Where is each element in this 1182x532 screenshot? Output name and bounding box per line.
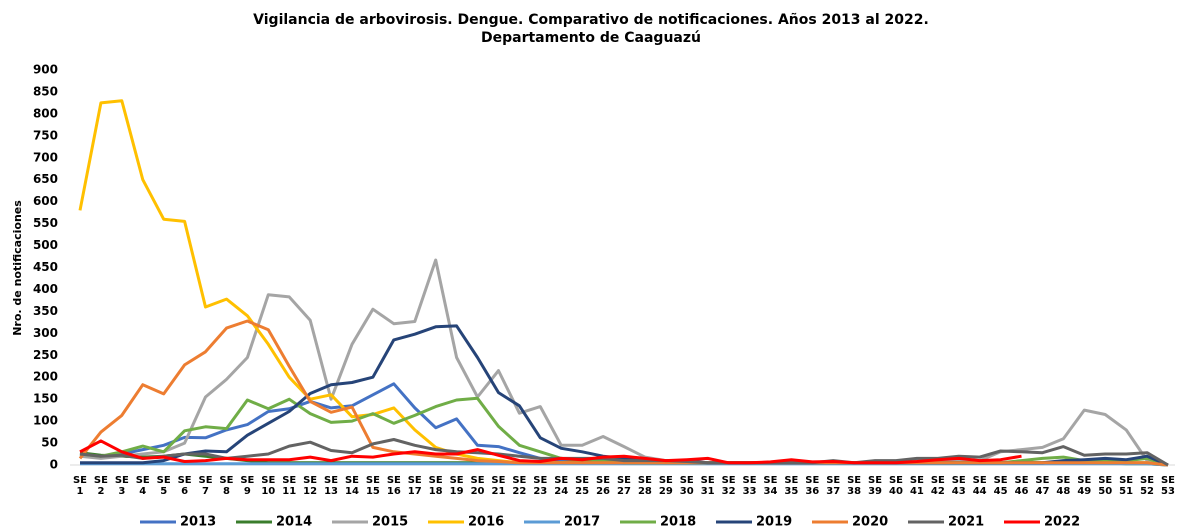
x-tick-label: SE 47 — [1035, 475, 1050, 497]
y-tick-label: 100 — [33, 414, 58, 428]
y-tick-label: 650 — [33, 172, 58, 186]
x-tick-label: SE 52 — [1140, 475, 1155, 497]
x-tick-label: SE 2 — [93, 475, 108, 497]
x-tick-label: SE 44 — [972, 475, 987, 497]
series-line — [78, 319, 1169, 467]
x-tick-label: SE 4 — [135, 475, 150, 497]
x-tick-label: SE 41 — [909, 475, 924, 497]
x-tick-label: SE 10 — [261, 475, 276, 497]
x-tick-label: SE 19 — [449, 475, 464, 497]
y-tick-label: 900 — [33, 63, 58, 77]
x-tick-label: SE 23 — [533, 475, 548, 497]
y-tick-label: 750 — [33, 128, 58, 142]
x-tick-label: SE 18 — [428, 475, 443, 497]
series-line — [79, 438, 1169, 467]
x-tick-label: SE 15 — [365, 475, 380, 497]
y-tick-label: 450 — [33, 260, 58, 274]
x-tick-label: SE 28 — [637, 475, 652, 497]
y-tick-label: 850 — [33, 84, 58, 98]
y-tick-label: 400 — [33, 282, 58, 296]
x-tick-label: SE 49 — [1077, 475, 1092, 497]
x-tick-label: SE 21 — [491, 475, 506, 497]
x-tick-label: SE 29 — [658, 475, 673, 497]
y-tick-label: 250 — [33, 348, 58, 362]
series-line — [79, 439, 1022, 465]
legend-label: 2019 — [756, 515, 792, 530]
x-tick-label: SE 32 — [721, 475, 736, 497]
x-tick-label: SE 33 — [742, 475, 757, 497]
x-tick-label: SE 51 — [1119, 475, 1134, 497]
chart-title: Vigilancia de arbovirosis. Dengue. Compa… — [253, 12, 929, 28]
legend-label: 2015 — [372, 515, 408, 530]
x-tick-label: SE 8 — [219, 475, 234, 497]
x-tick-label: SE 31 — [700, 475, 715, 497]
x-tick-label: SE 42 — [930, 475, 945, 497]
x-tick-label: SE 25 — [575, 475, 590, 497]
legend-label: 2017 — [564, 515, 600, 530]
y-tick-label: 550 — [33, 216, 58, 230]
x-tick-label: SE 39 — [868, 475, 883, 497]
legend-label: 2020 — [852, 515, 888, 530]
y-tick-label: 50 — [41, 436, 58, 450]
y-tick-label: 150 — [33, 392, 58, 406]
x-tick-label: SE 38 — [847, 475, 862, 497]
x-tick-label: SE 35 — [784, 475, 799, 497]
x-tick-label: SE 27 — [616, 475, 632, 497]
legend-label: 2021 — [948, 515, 984, 530]
y-tick-label: 300 — [33, 326, 58, 340]
series-line — [79, 258, 1169, 467]
x-tick-label: SE 9 — [240, 475, 255, 497]
y-axis-label: Nro. de notificaciones — [11, 200, 24, 336]
x-tick-label: SE 1 — [72, 475, 88, 497]
y-tick-label: 800 — [33, 106, 58, 120]
legend-label: 2022 — [1044, 515, 1080, 530]
x-tick-label: SE 40 — [888, 475, 904, 497]
x-tick-label: SE 12 — [303, 475, 318, 497]
x-tick-label: SE 6 — [177, 475, 192, 497]
x-tick-label: SE 22 — [512, 475, 527, 497]
x-tick-label: SE 7 — [198, 475, 213, 497]
y-tick-label: 0 — [50, 458, 58, 472]
x-tick-label: SE 34 — [763, 475, 778, 497]
x-tick-label: SE 50 — [1098, 475, 1113, 497]
y-tick-label: 200 — [33, 370, 58, 384]
legend-label: 2016 — [468, 515, 504, 530]
y-tick-label: 600 — [33, 194, 58, 208]
x-tick-label: SE 20 — [470, 475, 485, 497]
x-tick-label: SE 43 — [951, 475, 966, 497]
x-tick-label: SE 37 — [826, 475, 841, 497]
x-tick-label: SE 14 — [344, 475, 360, 497]
x-tick-label: SE 46 — [1014, 475, 1029, 497]
x-tick-label: SE 26 — [596, 475, 611, 497]
x-tick-label: SE 13 — [324, 475, 339, 497]
legend-label: 2018 — [660, 515, 696, 530]
y-tick-label: 350 — [33, 304, 58, 318]
legend-label: 2013 — [180, 515, 216, 530]
x-tick-label: SE 36 — [805, 475, 820, 497]
y-tick-label: 500 — [33, 238, 58, 252]
x-tick-label: SE 53 — [1160, 475, 1176, 497]
x-tick-label: SE 45 — [993, 475, 1008, 497]
legend-label: 2014 — [276, 515, 312, 530]
chart-subtitle: Departamento de Caaguazú — [481, 30, 701, 46]
series-line — [78, 99, 1169, 467]
x-tick-label: SE 48 — [1056, 475, 1071, 497]
x-tick-label: SE 11 — [282, 475, 297, 497]
x-tick-label: SE 17 — [407, 475, 422, 497]
x-tick-label: SE 24 — [554, 475, 569, 497]
x-tick-label: SE 16 — [386, 475, 401, 497]
x-tick-label: SE 30 — [679, 475, 694, 497]
y-tick-label: 700 — [33, 150, 58, 164]
x-tick-label: SE 5 — [156, 475, 171, 497]
series-line — [80, 324, 1169, 467]
x-tick-label: SE 3 — [114, 475, 129, 497]
